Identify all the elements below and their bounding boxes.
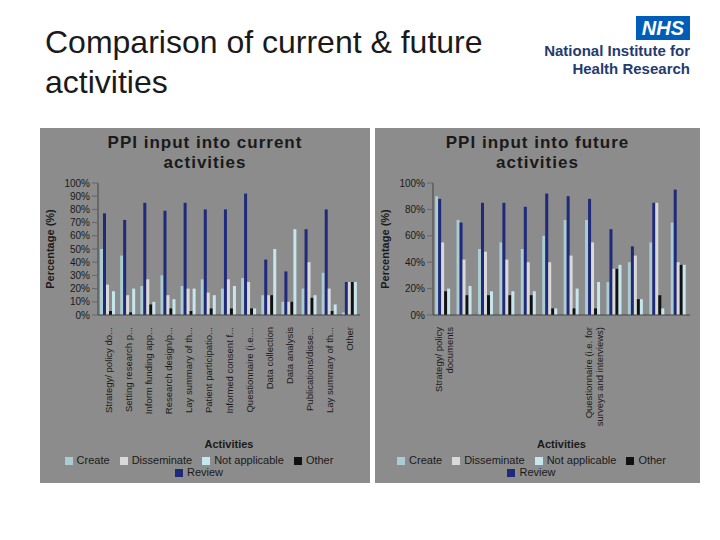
svg-text:Activities: Activities <box>205 438 254 450</box>
svg-text:Strategy/ policy do...: Strategy/ policy do... <box>103 327 114 413</box>
svg-text:Questionnaire (i.e. forsurveys: Questionnaire (i.e. forsurveys and inter… <box>583 327 605 426</box>
html-text:Not applicable: Not applicable <box>214 454 284 466</box>
svg-text:20%: 20% <box>70 283 90 294</box>
svg-text:Patient participatio...: Patient participatio... <box>203 327 214 413</box>
svg-text:Setting research p...: Setting research p... <box>123 327 134 412</box>
html-text:Disseminate: Disseminate <box>464 454 525 466</box>
html-text:Create: Create <box>76 454 110 466</box>
svg-text:60%: 60% <box>405 230 425 241</box>
html-text:National Institute for Health: National Institute for Health Research <box>544 42 690 77</box>
svg-text:80%: 80% <box>405 204 425 215</box>
html-text:PPI input into future activiti: PPI input into future activities <box>445 133 630 172</box>
svg-text:60%: 60% <box>70 230 90 241</box>
svg-text:Inform funding app...: Inform funding app... <box>143 327 154 414</box>
svg-text:100%: 100% <box>399 178 425 189</box>
svg-text:Research design/p...: Research design/p... <box>163 327 174 414</box>
html-text:Create: Create <box>409 454 443 466</box>
svg-text:50%: 50% <box>70 244 90 255</box>
svg-text:Lay summary of th...: Lay summary of th... <box>183 327 194 413</box>
svg-text:40%: 40% <box>405 257 425 268</box>
svg-text:30%: 30% <box>70 270 90 281</box>
svg-text:Percentage (%): Percentage (%) <box>44 209 56 289</box>
svg-text:Data collection: Data collection <box>264 327 275 389</box>
svg-text:100%: 100% <box>64 178 90 189</box>
svg-text:20%: 20% <box>405 283 425 294</box>
html-text:Review: Review <box>519 466 556 478</box>
html-text:Other: Other <box>638 454 666 466</box>
svg-text:Activities: Activities <box>537 438 586 450</box>
svg-text:Other: Other <box>344 327 355 351</box>
svg-text:90%: 90% <box>70 191 90 202</box>
svg-text:Questionnaire (i.e....: Questionnaire (i.e.... <box>244 327 255 413</box>
svg-text:40%: 40% <box>70 257 90 268</box>
svg-text:70%: 70% <box>70 217 90 228</box>
html-text:NHS: NHS <box>641 17 684 39</box>
html-text:Disseminate: Disseminate <box>131 454 193 466</box>
html-text:Review: Review <box>187 466 223 478</box>
svg-text:Lay summary of th...: Lay summary of th... <box>324 327 335 413</box>
svg-text:0%: 0% <box>76 310 91 321</box>
svg-text:10%: 10% <box>70 296 90 307</box>
html-text:Other: Other <box>305 454 334 466</box>
svg-text:Publications/disse...: Publications/disse... <box>304 327 315 411</box>
svg-text:Informed consent f...: Informed consent f... <box>224 327 235 414</box>
svg-text:Data analysis: Data analysis <box>284 327 295 384</box>
svg-text:0%: 0% <box>411 310 426 321</box>
svg-text:Percentage (%): Percentage (%) <box>379 209 391 289</box>
svg-text:Strategy/ policydocuments: Strategy/ policydocuments <box>433 327 455 392</box>
html-text:PPI input into current activit: PPI input into current activities <box>107 133 303 172</box>
html-text:Comparison of current & future: Comparison of current & future activitie… <box>45 24 483 100</box>
svg-text:80%: 80% <box>70 204 90 215</box>
html-text:Not applicable: Not applicable <box>546 454 617 466</box>
